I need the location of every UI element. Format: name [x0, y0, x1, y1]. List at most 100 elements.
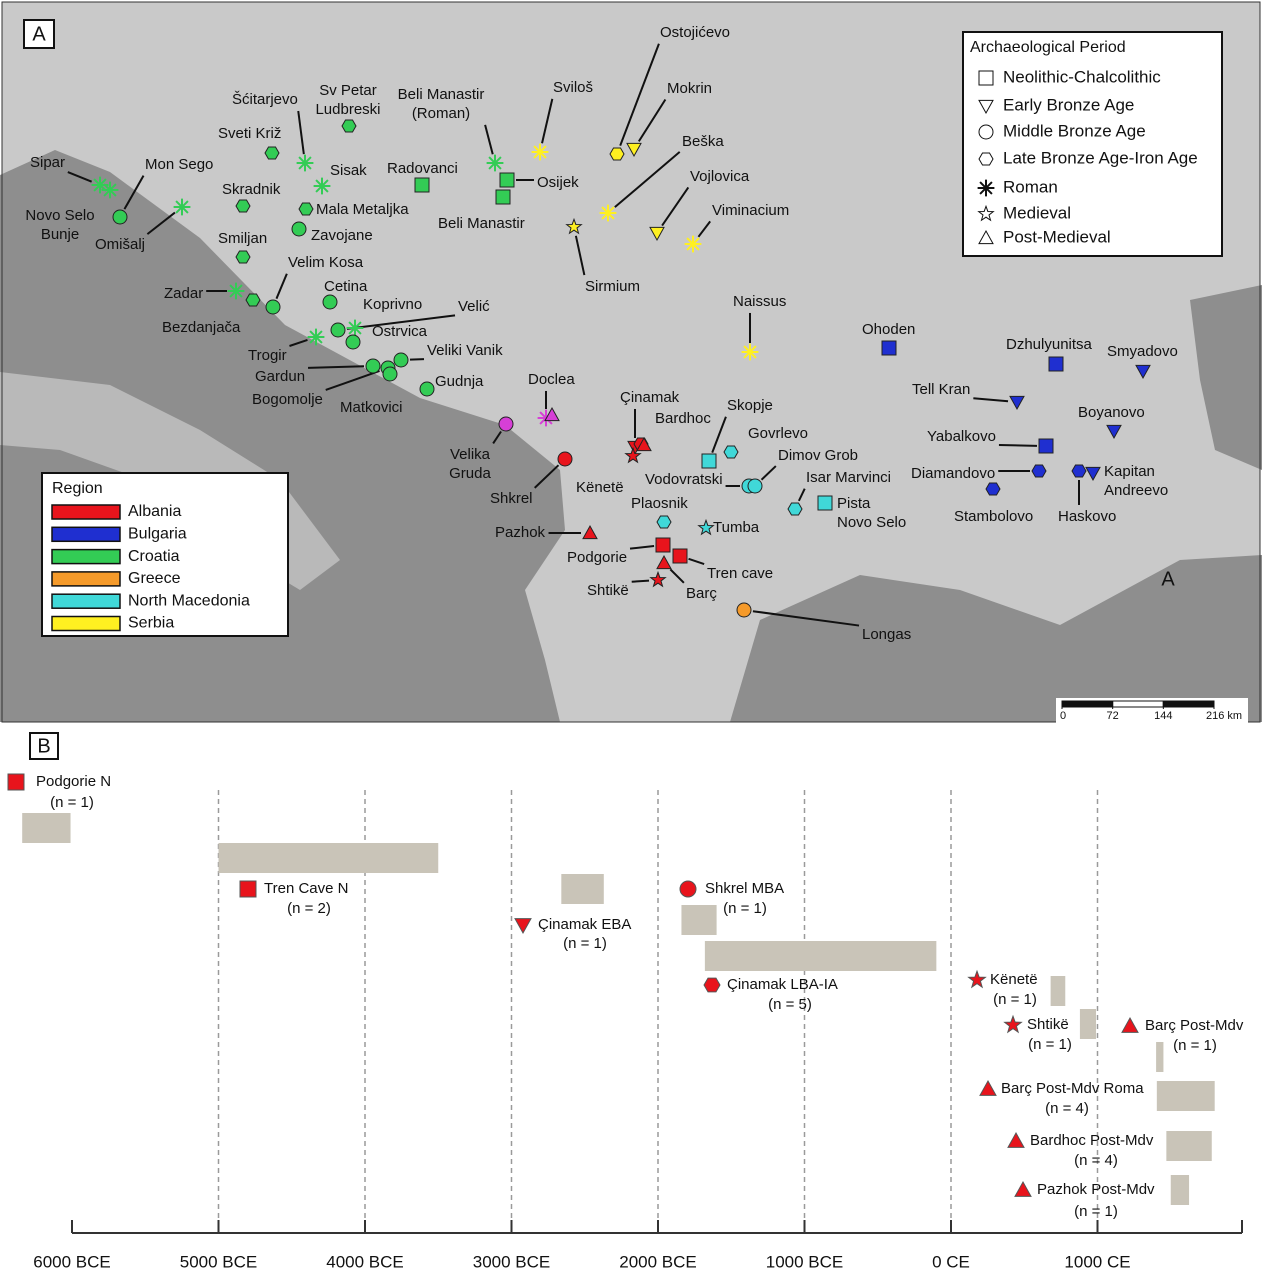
site-label: Matkovici — [340, 399, 403, 416]
leader-line — [492, 430, 502, 445]
legend-label: Bulgaria — [128, 526, 187, 543]
site-marker — [582, 524, 598, 540]
legend-label: Serbia — [128, 615, 174, 632]
leader-line — [574, 235, 586, 276]
site-label: Mokrin — [667, 80, 712, 97]
leader-line — [797, 488, 806, 502]
leader-line — [308, 365, 365, 369]
sample-marker — [514, 918, 532, 935]
sample-label: Pazhok Post-Mdv — [1037, 1181, 1155, 1198]
site-label: Sipar — [30, 154, 65, 171]
legend-label: Neolithic-Chalcolithic — [1003, 67, 1161, 86]
legend-label: Early Bronze Age — [1003, 95, 1134, 114]
scale-segment — [1112, 700, 1164, 708]
sample-label: Barç Post-Mdv — [1145, 1017, 1244, 1034]
site-label: Govrlevo — [748, 425, 808, 442]
range-bar — [1156, 1081, 1215, 1111]
legend-label: Albania — [128, 503, 181, 520]
site-label: Naissus — [733, 293, 786, 310]
leader-line — [669, 568, 685, 584]
site-marker — [985, 482, 1001, 496]
map-frame — [1, 1, 1261, 723]
site-marker — [624, 446, 642, 464]
site-label: Beli Manastir — [398, 86, 485, 103]
site-marker — [741, 343, 759, 361]
sample-count: (n = 1) — [50, 794, 94, 811]
site-label: Barç — [686, 585, 717, 602]
site-marker — [1106, 424, 1122, 440]
site-label: Mala Metaljka — [316, 201, 409, 218]
site-label: Skradnik — [222, 181, 281, 198]
black-sea — [1190, 285, 1262, 470]
site-label: Cetina — [324, 278, 368, 295]
x-tick-label: 1000 BCE — [766, 1252, 844, 1271]
site-label: Zadar — [164, 285, 203, 302]
site-marker — [557, 451, 573, 467]
panel-label-box — [23, 19, 55, 49]
site-marker — [235, 199, 251, 213]
sample-marker — [1007, 1131, 1025, 1148]
site-marker — [291, 221, 307, 237]
site-marker — [701, 453, 717, 469]
site-marker — [173, 198, 191, 216]
site-label: Tren cave — [707, 565, 773, 582]
legend-swatch — [51, 615, 121, 632]
leader-line — [289, 338, 308, 347]
site-marker — [1009, 395, 1025, 411]
site-label: Doclea — [528, 371, 575, 388]
scale-label: 72 — [1107, 710, 1119, 722]
site-label: Shtikë — [587, 582, 629, 599]
scale-segment — [1162, 700, 1215, 708]
scale-segment — [1061, 700, 1114, 708]
site-marker — [101, 181, 119, 199]
site-label: Gardun — [255, 368, 305, 385]
legend-label: Medieval — [1003, 203, 1071, 222]
site-label: Sv Petar — [319, 82, 377, 99]
site-marker — [298, 202, 314, 216]
site-label: Diamandovo — [911, 465, 995, 482]
site-marker — [112, 209, 128, 225]
sample-marker — [1014, 1180, 1032, 1197]
site-label: Ohoden — [862, 321, 915, 338]
legend-label: Greece — [128, 570, 181, 587]
sample-count: (n = 1) — [563, 935, 607, 952]
site-label: Podgorie — [567, 549, 627, 566]
sample-label: Kënetë — [990, 971, 1038, 988]
site-label: Pista — [837, 495, 871, 512]
legend-swatch — [51, 571, 121, 587]
sample-count: (n = 4) — [1045, 1100, 1089, 1117]
legend-label: Post-Medieval — [1003, 227, 1111, 246]
site-label: Velika — [450, 446, 491, 463]
legend-label: North Macedonia — [128, 592, 250, 609]
site-marker — [1038, 438, 1054, 454]
sample-count: (n = 1) — [723, 900, 767, 917]
sample-count: (n = 1) — [993, 991, 1037, 1008]
sample-marker — [1003, 1014, 1023, 1034]
leader-line — [541, 98, 554, 144]
site-marker — [227, 282, 245, 300]
site-label: Sisak — [330, 162, 367, 179]
range-bar — [561, 874, 604, 904]
site-marker — [330, 322, 346, 338]
site-marker — [235, 250, 251, 264]
legend-title: Region — [52, 480, 103, 497]
panel-label: A — [32, 23, 46, 45]
sample-label: Çinamak LBA-IA — [727, 976, 838, 993]
site-label: Bunje — [41, 226, 79, 243]
site-label: Šćitarjevo — [232, 91, 298, 108]
leader-line — [711, 416, 727, 453]
site-marker — [656, 515, 672, 529]
sample-marker — [967, 969, 987, 989]
range-bar — [1050, 976, 1066, 1006]
sample-marker — [1121, 1016, 1139, 1033]
sample-count: (n = 1) — [1028, 1036, 1072, 1053]
sample-count: (n = 1) — [1074, 1203, 1118, 1220]
site-label: Gudnja — [435, 373, 484, 390]
range-bar — [1079, 1009, 1097, 1039]
site-marker — [341, 119, 357, 133]
legend-symbol — [978, 124, 994, 140]
sample-count: (n = 1) — [1173, 1037, 1217, 1054]
site-label: Ostojićevo — [660, 24, 730, 41]
site-marker — [544, 406, 560, 422]
scale-label: 216 km — [1206, 710, 1242, 722]
